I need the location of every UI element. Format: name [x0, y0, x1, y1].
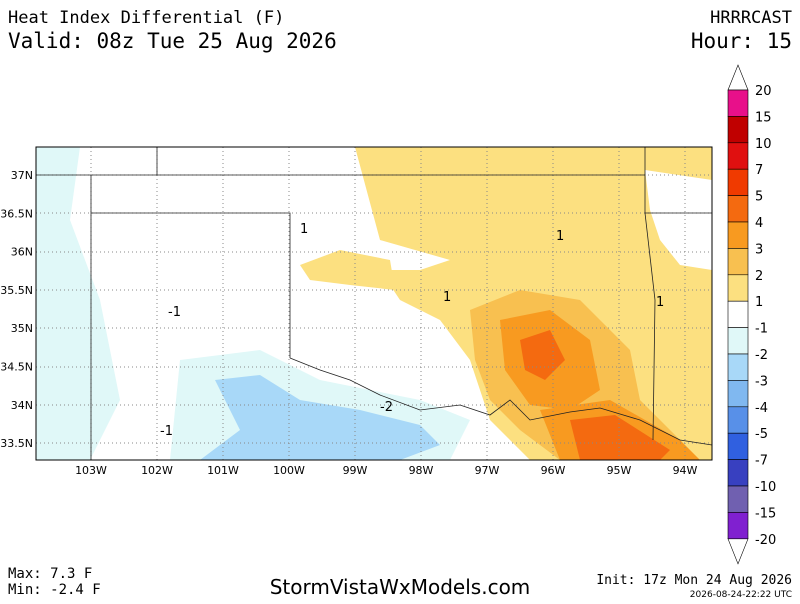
- lon-label: 97W: [475, 464, 500, 477]
- contour-label: -1: [160, 424, 173, 439]
- colorbar: 20 15 10 7 5 4 3 2 1 -1 -2 -3 -4 -5 -7 -10 -15 -20: [727, 64, 776, 565]
- colorbar-label: -3: [755, 374, 768, 389]
- colorbar-label: 10: [755, 137, 772, 152]
- colorbar-bin: [727, 512, 749, 540]
- lon-label: 101W: [207, 464, 239, 477]
- contour-label: 1: [443, 290, 451, 305]
- colorbar-label: -10: [755, 480, 776, 495]
- colorbar-label: -7: [755, 454, 768, 469]
- lon-label: 94W: [673, 464, 698, 477]
- title: Heat Index Differential (F): [8, 8, 284, 28]
- model-name: HRRRCAST: [710, 8, 792, 28]
- colorbar-label: -5: [755, 427, 768, 442]
- colorbar-cap: [727, 538, 749, 565]
- colorbar-bin: [727, 327, 749, 355]
- colorbar-bin: [727, 406, 749, 434]
- colorbar-label: -15: [755, 506, 776, 521]
- website: StormVistaWxModels.com: [270, 575, 531, 599]
- colorbar-bin: [727, 248, 749, 276]
- colorbar-bin: [727, 142, 749, 170]
- colorbar-bin: [727, 116, 749, 144]
- colorbar-bin: [727, 89, 749, 117]
- lon-label: 103W: [75, 464, 107, 477]
- colorbar-label: 20: [755, 84, 772, 99]
- lon-label: 102W: [141, 464, 173, 477]
- colorbar-label: 5: [755, 190, 763, 205]
- min-value: Min: -2.4 F: [8, 582, 101, 598]
- lon-label: 99W: [343, 464, 368, 477]
- lat-label: 36N: [11, 246, 33, 259]
- colorbar-label: 7: [755, 163, 763, 178]
- colorbar-label: -2: [755, 348, 768, 363]
- colorbar-cap: [727, 64, 749, 91]
- lat-label: 35.5N: [0, 284, 33, 297]
- colorbar-bin: [727, 432, 749, 460]
- colorbar-bin: [727, 221, 749, 249]
- contour-label: 1: [556, 229, 564, 244]
- lon-label: 98W: [409, 464, 434, 477]
- forecast-hour: Hour: 15: [691, 29, 792, 53]
- colorbar-bin: [727, 353, 749, 381]
- colorbar-label: 4: [755, 216, 763, 231]
- colorbar-label: -1: [755, 322, 768, 337]
- colorbar-label: 15: [755, 110, 772, 125]
- colorbar-label: -20: [755, 533, 776, 548]
- contour-label: -2: [380, 400, 393, 415]
- valid-time: Valid: 08z Tue 25 Aug 2026: [8, 29, 337, 53]
- colorbar-label: 3: [755, 242, 763, 257]
- lat-label: 36.5N: [0, 207, 33, 220]
- colorbar-bin: [727, 195, 749, 223]
- lat-label: 35N: [11, 322, 33, 335]
- contour-label: 1: [656, 295, 664, 310]
- lat-label: 37N: [11, 169, 33, 182]
- colorbar-label: 1: [755, 295, 763, 310]
- lat-label: 34.5N: [0, 361, 33, 374]
- colorbar-bin: [727, 300, 749, 328]
- colorbar-bin: [727, 459, 749, 487]
- colorbar-label: 2: [755, 269, 763, 284]
- contour-label: 1: [300, 222, 308, 237]
- lat-label: 34N: [11, 399, 33, 412]
- colorbar-label: -4: [755, 401, 768, 416]
- init-time: Init: 17z Mon 24 Aug 2026: [596, 573, 792, 588]
- lon-label: 100W: [273, 464, 305, 477]
- colorbar-bin: [727, 380, 749, 408]
- lon-label: 96W: [541, 464, 566, 477]
- colorbar-bin: [727, 168, 749, 196]
- timestamp: 2026-08-24-22:22 UTC: [690, 590, 792, 600]
- map: 1 1 1 1 -1 -2 -1 37N 36.5N 36N 35.5N 35N 34.5…: [0, 146, 713, 477]
- contour-label: -1: [168, 305, 181, 320]
- colorbar-bin: [727, 485, 749, 513]
- max-value: Max: 7.3 F: [8, 566, 92, 582]
- lon-label: 95W: [607, 464, 632, 477]
- colorbar-bin: [727, 274, 749, 302]
- lat-label: 33.5N: [0, 437, 33, 450]
